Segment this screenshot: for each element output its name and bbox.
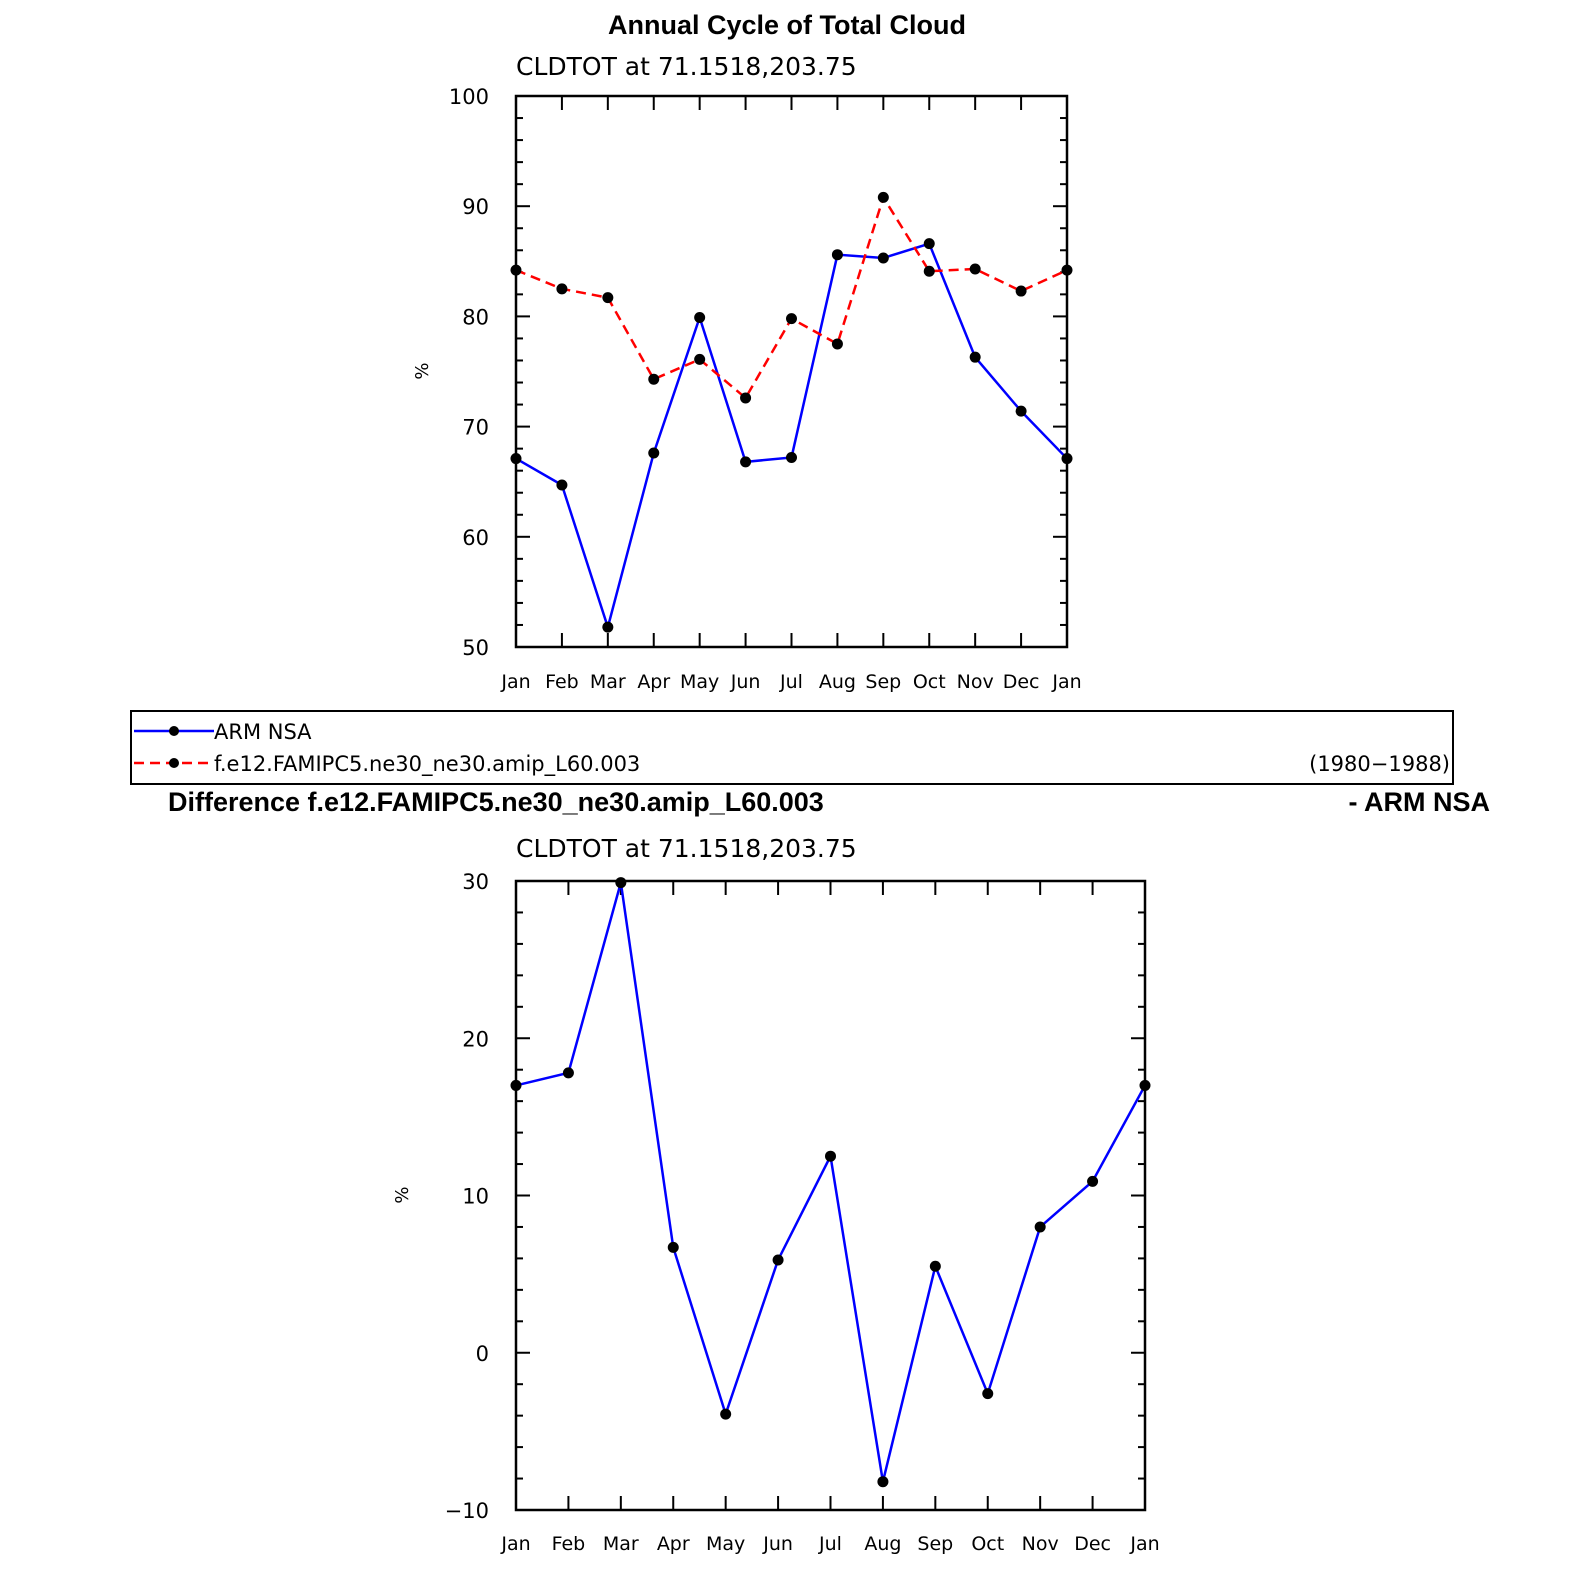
x-tick-label: Jun <box>730 671 761 693</box>
series-1-point <box>1061 264 1073 276</box>
series-0-point <box>772 1254 784 1266</box>
series-0-point <box>1139 1079 1151 1091</box>
series-line-0 <box>515 242 1068 632</box>
series-0-point <box>1034 1221 1046 1233</box>
series-1-point <box>510 264 522 276</box>
series-0-point <box>969 351 981 363</box>
x-tick-label: Jun <box>762 1533 793 1555</box>
y-tick-label: 20 <box>462 1027 489 1051</box>
x-tick-label: Jul <box>818 1533 842 1555</box>
chart-2-subtitle: CLDTOT at 71.1518,203.75 <box>516 834 857 863</box>
chart-1-subtitle: CLDTOT at 71.1518,203.75 <box>516 52 857 81</box>
series-0-point <box>510 1079 522 1091</box>
series-1-point <box>969 263 981 275</box>
series-0-point <box>1087 1175 1099 1187</box>
series-0-point <box>786 451 797 463</box>
y-axis-label: % <box>392 1186 413 1203</box>
series-0-point <box>510 453 522 465</box>
x-tick-label: Jul <box>779 671 803 693</box>
y-tick-label: 100 <box>449 85 489 109</box>
x-tick-label: Sep <box>865 671 901 693</box>
series-1-point <box>923 265 935 277</box>
series-1-point <box>648 373 660 385</box>
series-0-point <box>825 1150 836 1162</box>
legend-frame <box>130 710 1454 785</box>
series-1-point <box>786 313 797 325</box>
y-tick-label: 0 <box>476 1342 489 1366</box>
series-1-point <box>1015 285 1027 297</box>
y-tick-label: 60 <box>462 526 489 550</box>
plot-frame <box>514 94 1069 649</box>
series-0-point <box>720 1408 732 1420</box>
y-axis-label: % <box>412 362 433 379</box>
series-line-0 <box>515 882 1147 1482</box>
chart-2-title-right: - ARM NSA <box>1349 787 1491 817</box>
chart-1-plot: 100 90 80 70 60 50 Jan Feb Mar Apr May Jun Jul Aug Sep… <box>412 85 1082 693</box>
series-0-point <box>740 456 752 468</box>
series-1-point <box>602 292 614 304</box>
y-tick-label: −10 <box>445 1499 489 1523</box>
y-tick-label: 10 <box>462 1185 489 1209</box>
series-1-point <box>831 338 843 350</box>
legend-period: (1980−1988) <box>1309 752 1450 776</box>
chart-2-plot: 30 20 10 0 −10 Jan Feb Mar Apr May Jun Jul Aug Sep Oct… <box>392 870 1160 1555</box>
plot-frame <box>514 879 1147 1512</box>
series-0-point <box>923 238 935 250</box>
x-tick-label: Aug <box>819 671 856 693</box>
legend-arm-label: ARM NSA <box>214 720 312 744</box>
chart-1-title: Annual Cycle of Total Cloud <box>608 10 966 40</box>
series-1-point <box>694 353 706 365</box>
x-tick-label: Apr <box>657 1533 690 1555</box>
series-0-point <box>562 1067 574 1079</box>
x-tick-label: Aug <box>864 1533 901 1555</box>
series-1-point <box>740 392 752 404</box>
x-tick-label: Jan <box>1051 671 1081 693</box>
legend: ARM NSA f.e12.FAMIPC5.ne30_ne30.amip_L60… <box>130 710 1454 785</box>
legend-arm-marker <box>169 726 179 736</box>
legend-model-marker <box>169 758 179 768</box>
series-0-point <box>877 1476 889 1488</box>
series-0-point <box>556 479 568 491</box>
series-0-point <box>667 1241 679 1253</box>
chart-2-title-left: Difference f.e12.FAMIPC5.ne30_ne30.amip_… <box>168 787 824 817</box>
x-tick-label: Sep <box>917 1533 953 1555</box>
y-tick-label: 70 <box>462 416 489 440</box>
x-tick-label: Mar <box>603 1533 639 1555</box>
x-tick-label: May <box>706 1533 745 1555</box>
series-0-point <box>648 447 660 459</box>
x-tick-label: Apr <box>637 671 670 693</box>
y-tick-label: 80 <box>462 305 489 329</box>
series-1-point <box>556 283 568 295</box>
series-0-point <box>929 1260 941 1272</box>
y-tick-label: 50 <box>462 636 489 660</box>
y-tick-label: 90 <box>462 195 489 219</box>
y-tick-label: 30 <box>462 870 489 894</box>
x-tick-label: May <box>680 671 719 693</box>
x-tick-label: Nov <box>957 671 994 693</box>
x-tick-label: Dec <box>1003 671 1040 693</box>
series-0-point <box>1015 405 1027 417</box>
x-tick-label: Mar <box>590 671 626 693</box>
x-tick-label: Jan <box>1129 1533 1159 1555</box>
x-tick-label: Oct <box>913 671 946 693</box>
legend-model-label: f.e12.FAMIPC5.ne30_ne30.amip_L60.003 <box>214 752 640 777</box>
series-0-point <box>982 1388 994 1400</box>
x-tick-label: Jan <box>500 671 530 693</box>
series-0-point <box>615 877 627 889</box>
series-0-point <box>602 621 614 633</box>
x-tick-label: Oct <box>971 1533 1004 1555</box>
series-0-point <box>1061 453 1073 465</box>
series-1-point <box>877 191 889 203</box>
x-tick-label: Jan <box>500 1533 530 1555</box>
x-tick-label: Feb <box>545 671 579 693</box>
series-0-point <box>877 252 889 264</box>
x-tick-label: Feb <box>552 1533 586 1555</box>
x-tick-label: Nov <box>1022 1533 1059 1555</box>
series-0-point <box>694 312 706 324</box>
x-tick-label: Dec <box>1074 1533 1111 1555</box>
series-0-point <box>831 249 843 261</box>
